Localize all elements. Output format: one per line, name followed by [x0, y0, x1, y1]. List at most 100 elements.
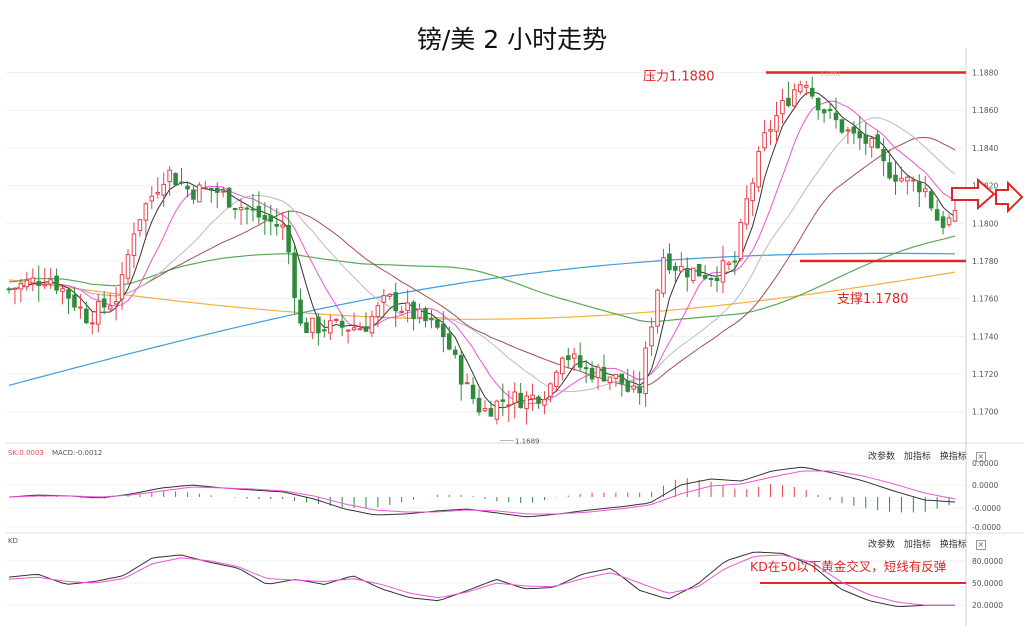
price-tick-label: 1.1880 [972, 69, 998, 78]
price-tick-label: 1.1740 [972, 332, 998, 341]
price-tick-label: 1.1700 [972, 408, 998, 417]
macd-value-label: MACD:-0.0012 [52, 449, 102, 457]
candle-body [679, 265, 684, 272]
kd-close-icon[interactable]: × [975, 540, 986, 550]
candle-body [417, 308, 422, 319]
candle-body [333, 318, 339, 321]
kd-panel: KD 80.0000 50.0000 20.0000 KD在50以下黄金交叉，短线有反弹 [6, 537, 1003, 610]
kd-panel-buttons: 改参数 加指标 换指标 × [862, 537, 986, 550]
candle-body [452, 349, 458, 355]
candle-body [191, 189, 196, 200]
candle-body [274, 224, 280, 227]
candle-body [232, 207, 238, 210]
candle-body [446, 333, 452, 350]
candle-body [809, 87, 815, 97]
candle-body [357, 328, 363, 331]
candle-body [48, 279, 53, 285]
candle-body [607, 376, 613, 383]
candle-body [113, 301, 119, 305]
candle-body [149, 195, 155, 202]
candle-body [345, 329, 351, 332]
candle-body [387, 293, 393, 297]
candle-body [95, 300, 101, 325]
candle-body [78, 306, 83, 309]
candle-body [524, 395, 529, 410]
macd-tick-label: -0.0000 [972, 504, 1001, 513]
candle-body [565, 355, 571, 361]
candle-body [833, 112, 839, 121]
candle-body [530, 394, 535, 400]
candle-body [756, 150, 761, 188]
candle-body [250, 208, 256, 211]
macd-sk-label: SK:0.0003 [8, 449, 44, 457]
candle-body [494, 400, 500, 420]
candle-body [922, 188, 928, 193]
candle-body [286, 224, 291, 253]
macd-switch-indicator-button[interactable]: 换指标 [939, 452, 967, 462]
candle-body [851, 126, 857, 134]
candle-body [36, 280, 42, 286]
price-tick-label: 1.1840 [972, 144, 998, 153]
candle-body [143, 203, 149, 221]
low-price-label: 1.1689 [515, 437, 540, 445]
ma-blue-line [8, 252, 955, 386]
macd-add-indicator-button[interactable]: 加指标 [903, 452, 931, 462]
candle-body [845, 129, 851, 132]
candle-body [173, 173, 178, 186]
candle-body [536, 396, 541, 404]
kd-switch-indicator-button[interactable]: 换指标 [939, 540, 967, 550]
candle-body [893, 174, 898, 182]
candle-body [780, 99, 785, 115]
candle-body [84, 308, 89, 324]
candle-body [887, 162, 892, 179]
candle-body [125, 254, 131, 279]
high-price-label: 1.1881 [820, 71, 841, 78]
candle-body [774, 115, 779, 132]
macd-tick-label: 0.0000 [972, 481, 998, 490]
candle-body [792, 89, 797, 107]
candle-body [12, 287, 18, 290]
kd-add-indicator-button[interactable]: 加指标 [903, 540, 931, 550]
candle-body [881, 148, 886, 162]
candle-body [667, 253, 672, 271]
candle-body [512, 391, 518, 404]
candle-body [429, 318, 434, 321]
candle-body [435, 319, 440, 328]
candle-body [131, 233, 137, 256]
candle-body [518, 392, 523, 409]
candle-body [375, 305, 381, 318]
candle-body [875, 134, 880, 149]
candle-body [583, 367, 589, 370]
candle-body [30, 277, 36, 284]
candle-body [899, 177, 904, 182]
candle-body [226, 187, 232, 208]
candle-body [155, 192, 161, 195]
macd-change-params-button[interactable]: 改参数 [868, 452, 896, 462]
candle-body [304, 322, 309, 334]
candle-body [655, 289, 660, 327]
candle-body [827, 108, 833, 111]
candle-body [708, 278, 714, 281]
macd-close-icon[interactable]: × [975, 452, 986, 462]
candle-body [179, 181, 184, 184]
macd-panel: SK:0.0003 MACD:-0.0012 0.0000 0.0000 -0.0000… [6, 449, 1001, 532]
candle-body [292, 252, 297, 298]
candle-body [185, 185, 190, 190]
candle-body [702, 274, 708, 279]
resistance-label: 压力1.1880 [643, 70, 715, 85]
kd-k-line [8, 551, 955, 608]
candle-body [476, 397, 482, 413]
candle-body [684, 269, 690, 278]
candle-body [554, 371, 559, 388]
price-tick-label: 1.1760 [972, 295, 998, 304]
candle-body [209, 187, 214, 191]
candle-body [548, 383, 553, 397]
candle-body [66, 289, 71, 299]
arrow-outline [951, 177, 996, 211]
candle-body [441, 323, 446, 338]
kd-tick-label: 80.0000 [972, 557, 1003, 566]
candle-body [839, 119, 845, 133]
candle-body [863, 134, 869, 144]
candle-body [482, 407, 488, 412]
kd-change-params-button[interactable]: 改参数 [868, 540, 896, 550]
